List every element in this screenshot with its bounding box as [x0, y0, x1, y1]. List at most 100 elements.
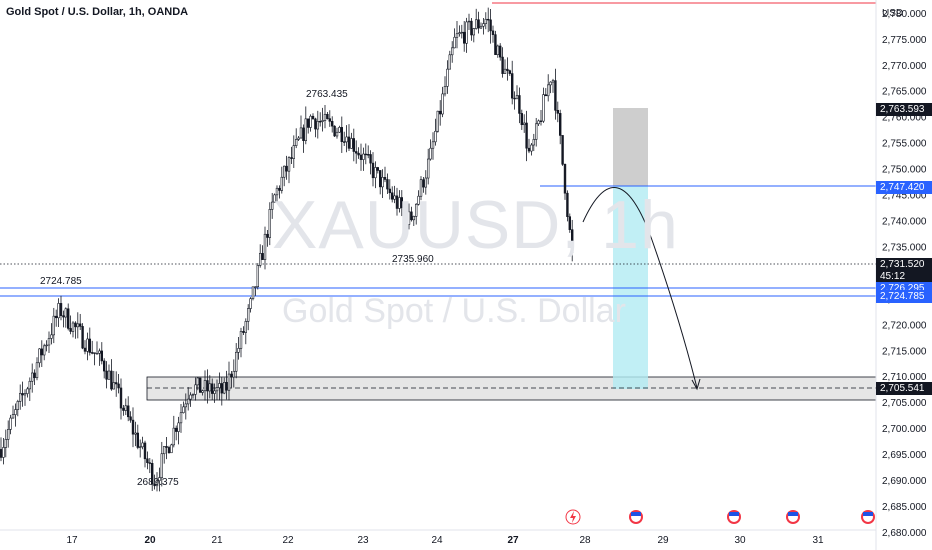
candle-body — [326, 113, 329, 119]
price-tag[interactable]: 2,705.541 — [876, 382, 932, 395]
annotation-2724785: 2724.785 — [40, 276, 82, 287]
horizontal-levels — [0, 2, 876, 389]
currency-label[interactable]: USD — [882, 8, 904, 19]
price-tag[interactable]: 2,724.785 — [876, 290, 932, 303]
candle-body — [148, 462, 151, 464]
candle-body — [47, 338, 51, 346]
price-tag-label: 2,731.520 — [880, 259, 925, 270]
candle-body — [467, 20, 471, 23]
candle-body — [155, 480, 159, 487]
candle-body — [520, 113, 524, 126]
demand-zone — [146, 376, 877, 401]
price-tag-label: 2,747.420 — [880, 182, 925, 193]
price-tick-label: 2,775.000 — [882, 35, 927, 46]
candle-body — [239, 331, 243, 349]
candle-body — [345, 136, 348, 143]
candle-body — [359, 154, 363, 160]
price-tag-label: 2,705.541 — [880, 383, 925, 394]
price-tick-label: 2,745.000 — [882, 191, 927, 202]
candle-body — [235, 351, 238, 372]
candle-body — [163, 446, 166, 455]
candle-body — [187, 398, 190, 405]
candle-body — [491, 30, 495, 35]
candle-body — [95, 353, 99, 355]
candle-body — [285, 165, 288, 172]
candle-body — [103, 360, 106, 372]
candle-body — [177, 422, 180, 432]
candle-body — [179, 412, 183, 424]
flash-event-icon[interactable] — [565, 509, 581, 525]
us-flag-event-icon[interactable] — [861, 510, 875, 524]
candle-body — [429, 147, 432, 160]
candle-body — [453, 36, 456, 49]
candle-body — [494, 34, 497, 55]
time-tick-label: 22 — [282, 535, 294, 546]
candle-body — [258, 253, 262, 266]
candle-body — [21, 393, 24, 396]
price-tick-label: 2,680.000 — [882, 528, 927, 539]
price-tag-label: 2,724.785 — [880, 291, 925, 302]
event-icons — [565, 509, 875, 525]
candle-body — [67, 308, 70, 329]
us-flag-event-icon[interactable] — [629, 510, 643, 524]
candle-body — [165, 446, 168, 448]
candle-body — [273, 194, 276, 203]
candle-body — [237, 347, 240, 353]
candle-body — [419, 179, 423, 197]
price-tick-label: 2,715.000 — [882, 346, 927, 357]
candle-body — [201, 390, 204, 393]
candle-body — [86, 338, 89, 352]
candle-body — [441, 93, 444, 115]
candle-body — [184, 403, 187, 408]
candle-body — [309, 115, 312, 128]
candle-body — [321, 120, 324, 122]
candle-body — [338, 127, 341, 133]
candle-body — [542, 94, 545, 122]
price-tag-countdown: 45:12 — [880, 271, 906, 282]
price-tag[interactable]: 2,747.420 — [876, 181, 932, 194]
candle-body — [206, 380, 209, 392]
candle-body — [395, 195, 399, 209]
candle-body — [167, 447, 171, 454]
candle-body — [30, 372, 34, 382]
candle-body — [388, 188, 391, 194]
candle-body — [62, 315, 65, 318]
candle-body — [83, 347, 87, 352]
candle-body — [398, 197, 401, 209]
price-tick-label: 2,710.000 — [882, 372, 927, 383]
candle-body — [460, 31, 463, 34]
candle-body — [510, 73, 514, 99]
candle-body — [515, 95, 519, 100]
candle-body — [352, 138, 355, 152]
candle-body — [151, 463, 154, 485]
candle-body — [522, 122, 526, 126]
us-flag-event-icon[interactable] — [727, 510, 741, 524]
candle-body — [127, 405, 130, 418]
us-flag-event-icon[interactable] — [786, 510, 800, 524]
candle-body — [0, 449, 3, 458]
candle-body — [544, 94, 548, 97]
candle-body — [306, 118, 310, 128]
candle-body — [357, 152, 360, 156]
candle-body — [254, 286, 257, 288]
candle-body — [366, 154, 370, 156]
candle-body — [98, 350, 101, 354]
candle-body — [143, 442, 147, 460]
candle-body — [131, 419, 135, 435]
candle-body — [407, 211, 411, 225]
time-tick-label: 23 — [357, 535, 369, 546]
time-tick-label: 17 — [66, 535, 78, 546]
price-tag[interactable]: 2,763.593 — [876, 103, 932, 116]
candle-body — [462, 31, 466, 44]
candle-body — [549, 81, 552, 86]
candle-body — [208, 383, 211, 392]
candle-body — [292, 145, 295, 159]
candle-body — [88, 338, 92, 353]
time-tick-label: 28 — [579, 535, 591, 546]
price-tag[interactable]: 2,731.520 45:12 — [876, 258, 932, 282]
candle-body — [158, 477, 161, 481]
time-axis-labels[interactable]: 17 20 21 22 23 24 27 28 29 30 31 — [66, 535, 824, 546]
candle-body — [486, 18, 490, 21]
candle-body — [191, 394, 195, 396]
